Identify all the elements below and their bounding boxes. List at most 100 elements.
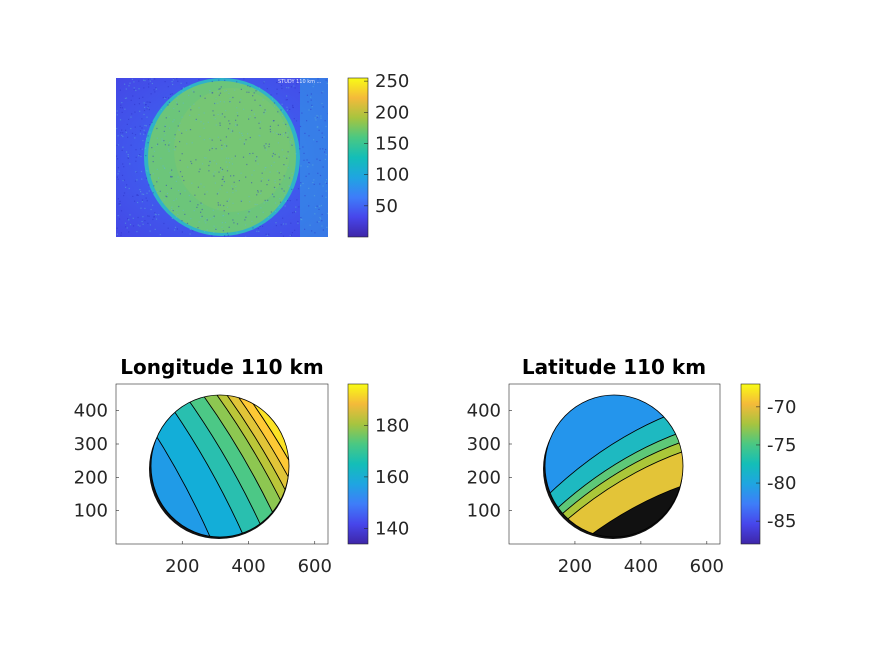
- noise-pixel: [324, 158, 326, 160]
- y-tick-label: 300: [467, 434, 501, 455]
- noise-pixel: [208, 233, 210, 235]
- noise-pixel: [135, 171, 137, 173]
- noise-pixel: [260, 106, 262, 108]
- noise-pixel: [322, 185, 324, 187]
- noise-pixel: [307, 101, 309, 103]
- noise-pixel: [273, 186, 276, 188]
- noise-pixel: [120, 234, 122, 236]
- noise-pixel: [156, 181, 158, 183]
- y-tick-label: 100: [74, 501, 108, 522]
- noise-pixel: [313, 83, 315, 85]
- noise-pixel: [178, 129, 180, 131]
- noise-pixel: [245, 236, 247, 237]
- noise-pixel: [137, 224, 139, 226]
- noise-pixel: [263, 81, 265, 83]
- noise-pixel: [310, 93, 312, 95]
- noise-pixel: [190, 218, 192, 220]
- noise-pixel: [209, 160, 211, 162]
- noise-pixel: [245, 216, 247, 218]
- noise-pixel: [224, 221, 227, 224]
- longitude-disk-outline: [150, 394, 290, 538]
- noise-pixel: [176, 228, 178, 230]
- noise-pixel: [182, 102, 184, 104]
- noise-pixel: [127, 156, 129, 158]
- noise-pixel: [173, 107, 175, 110]
- colorbar-3: [740, 383, 761, 545]
- noise-pixel: [145, 125, 147, 127]
- noise-pixel: [222, 178, 224, 180]
- noise-pixel: [117, 215, 119, 217]
- noise-pixel: [208, 164, 210, 167]
- noise-pixel: [292, 106, 294, 109]
- noise-pixel: [239, 138, 241, 140]
- noise-pixel: [219, 92, 222, 94]
- noise-pixel: [169, 93, 172, 95]
- noise-pixel: [316, 158, 318, 160]
- noise-pixel: [302, 182, 304, 185]
- noise-pixel: [248, 211, 250, 213]
- noise-pixel: [303, 152, 305, 154]
- noise-pixel: [235, 125, 237, 127]
- noise-pixel: [182, 209, 184, 211]
- noise-pixel: [147, 142, 149, 144]
- noise-pixel: [314, 213, 316, 215]
- noise-pixel: [204, 97, 206, 99]
- noise-pixel: [198, 221, 200, 223]
- noise-pixel: [292, 104, 294, 106]
- noise-pixel: [277, 111, 279, 113]
- noise-pixel: [148, 86, 150, 88]
- noise-pixel: [272, 152, 274, 155]
- y-tick-label: 200: [74, 467, 108, 488]
- noise-pixel: [274, 182, 276, 184]
- noise-pixel: [171, 206, 173, 208]
- noise-pixel: [128, 118, 130, 120]
- noise-pixel: [288, 154, 290, 156]
- noise-pixel: [227, 234, 229, 236]
- noise-pixel: [193, 210, 195, 212]
- noise-pixel: [221, 113, 223, 115]
- noise-pixel: [265, 233, 267, 235]
- noise-pixel: [174, 134, 176, 136]
- noise-pixel: [147, 78, 149, 81]
- noise-pixel: [224, 235, 226, 237]
- noise-pixel: [156, 137, 158, 139]
- noise-pixel: [164, 125, 166, 127]
- noise-pixel: [325, 79, 327, 81]
- noise-pixel: [225, 89, 228, 92]
- noise-pixel: [263, 202, 265, 204]
- noise-pixel: [155, 218, 158, 220]
- noise-pixel: [124, 222, 127, 224]
- noise-pixel: [117, 178, 119, 180]
- noise-pixel: [226, 206, 229, 208]
- noise-pixel: [224, 90, 226, 92]
- noise-pixel: [295, 206, 297, 208]
- noise-pixel: [150, 93, 152, 95]
- noise-pixel: [291, 176, 293, 178]
- noise-pixel: [319, 174, 322, 177]
- noise-pixel: [127, 136, 129, 138]
- noise-pixel: [259, 127, 261, 129]
- noise-pixel: [285, 99, 287, 101]
- noise-pixel: [139, 133, 141, 135]
- noise-pixel: [257, 191, 259, 193]
- noise-pixel: [200, 211, 202, 213]
- noise-pixel: [278, 206, 280, 208]
- noise-pixel: [125, 226, 127, 228]
- noise-pixel: [226, 232, 229, 234]
- noise-pixel: [138, 97, 140, 99]
- noise-pixel: [116, 144, 118, 146]
- noise-pixel: [320, 115, 322, 117]
- noise-pixel: [182, 87, 184, 89]
- noise-pixel: [116, 176, 118, 178]
- noise-pixel: [151, 82, 153, 85]
- noise-pixel: [152, 192, 154, 194]
- noise-pixel: [164, 97, 166, 99]
- noise-pixel: [243, 143, 245, 145]
- noise-pixel: [141, 127, 143, 129]
- noise-pixel: [148, 101, 150, 103]
- noise-pixel: [239, 101, 241, 103]
- noise-pixel: [119, 203, 121, 206]
- noise-pixel: [147, 170, 149, 172]
- noise-pixel: [196, 206, 198, 208]
- noise-pixel: [172, 83, 174, 86]
